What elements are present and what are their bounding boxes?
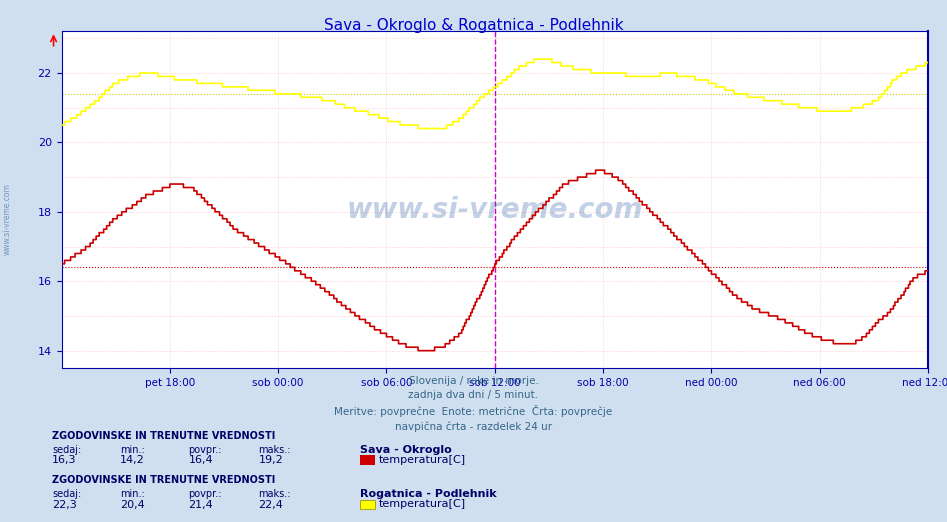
Text: ZGODOVINSKE IN TRENUTNE VREDNOSTI: ZGODOVINSKE IN TRENUTNE VREDNOSTI	[52, 475, 276, 485]
Text: maks.:: maks.:	[259, 489, 291, 499]
Text: temperatura[C]: temperatura[C]	[379, 499, 466, 509]
Text: maks.:: maks.:	[259, 445, 291, 455]
Text: 16,3: 16,3	[52, 455, 77, 465]
Text: 19,2: 19,2	[259, 455, 283, 465]
Text: 22,4: 22,4	[259, 500, 283, 509]
Text: povpr.:: povpr.:	[188, 489, 222, 499]
Text: 20,4: 20,4	[120, 500, 145, 509]
Text: 22,3: 22,3	[52, 500, 77, 509]
Text: povpr.:: povpr.:	[188, 445, 222, 455]
Text: 21,4: 21,4	[188, 500, 213, 509]
Text: min.:: min.:	[120, 489, 145, 499]
Text: www.si-vreme.com: www.si-vreme.com	[3, 183, 12, 255]
Text: Sava - Okroglo & Rogatnica - Podlehnik: Sava - Okroglo & Rogatnica - Podlehnik	[324, 18, 623, 33]
Text: ZGODOVINSKE IN TRENUTNE VREDNOSTI: ZGODOVINSKE IN TRENUTNE VREDNOSTI	[52, 431, 276, 441]
Text: Slovenija / reke in morje.
zadnja dva dni / 5 minut.
Meritve: povprečne  Enote: : Slovenija / reke in morje. zadnja dva dn…	[334, 376, 613, 432]
Text: sedaj:: sedaj:	[52, 445, 81, 455]
Text: temperatura[C]: temperatura[C]	[379, 455, 466, 465]
Text: sedaj:: sedaj:	[52, 489, 81, 499]
Text: 16,4: 16,4	[188, 455, 213, 465]
Text: www.si-vreme.com: www.si-vreme.com	[347, 196, 643, 224]
Text: min.:: min.:	[120, 445, 145, 455]
Text: 14,2: 14,2	[120, 455, 145, 465]
Text: Rogatnica - Podlehnik: Rogatnica - Podlehnik	[360, 489, 496, 499]
Text: Sava - Okroglo: Sava - Okroglo	[360, 445, 452, 455]
